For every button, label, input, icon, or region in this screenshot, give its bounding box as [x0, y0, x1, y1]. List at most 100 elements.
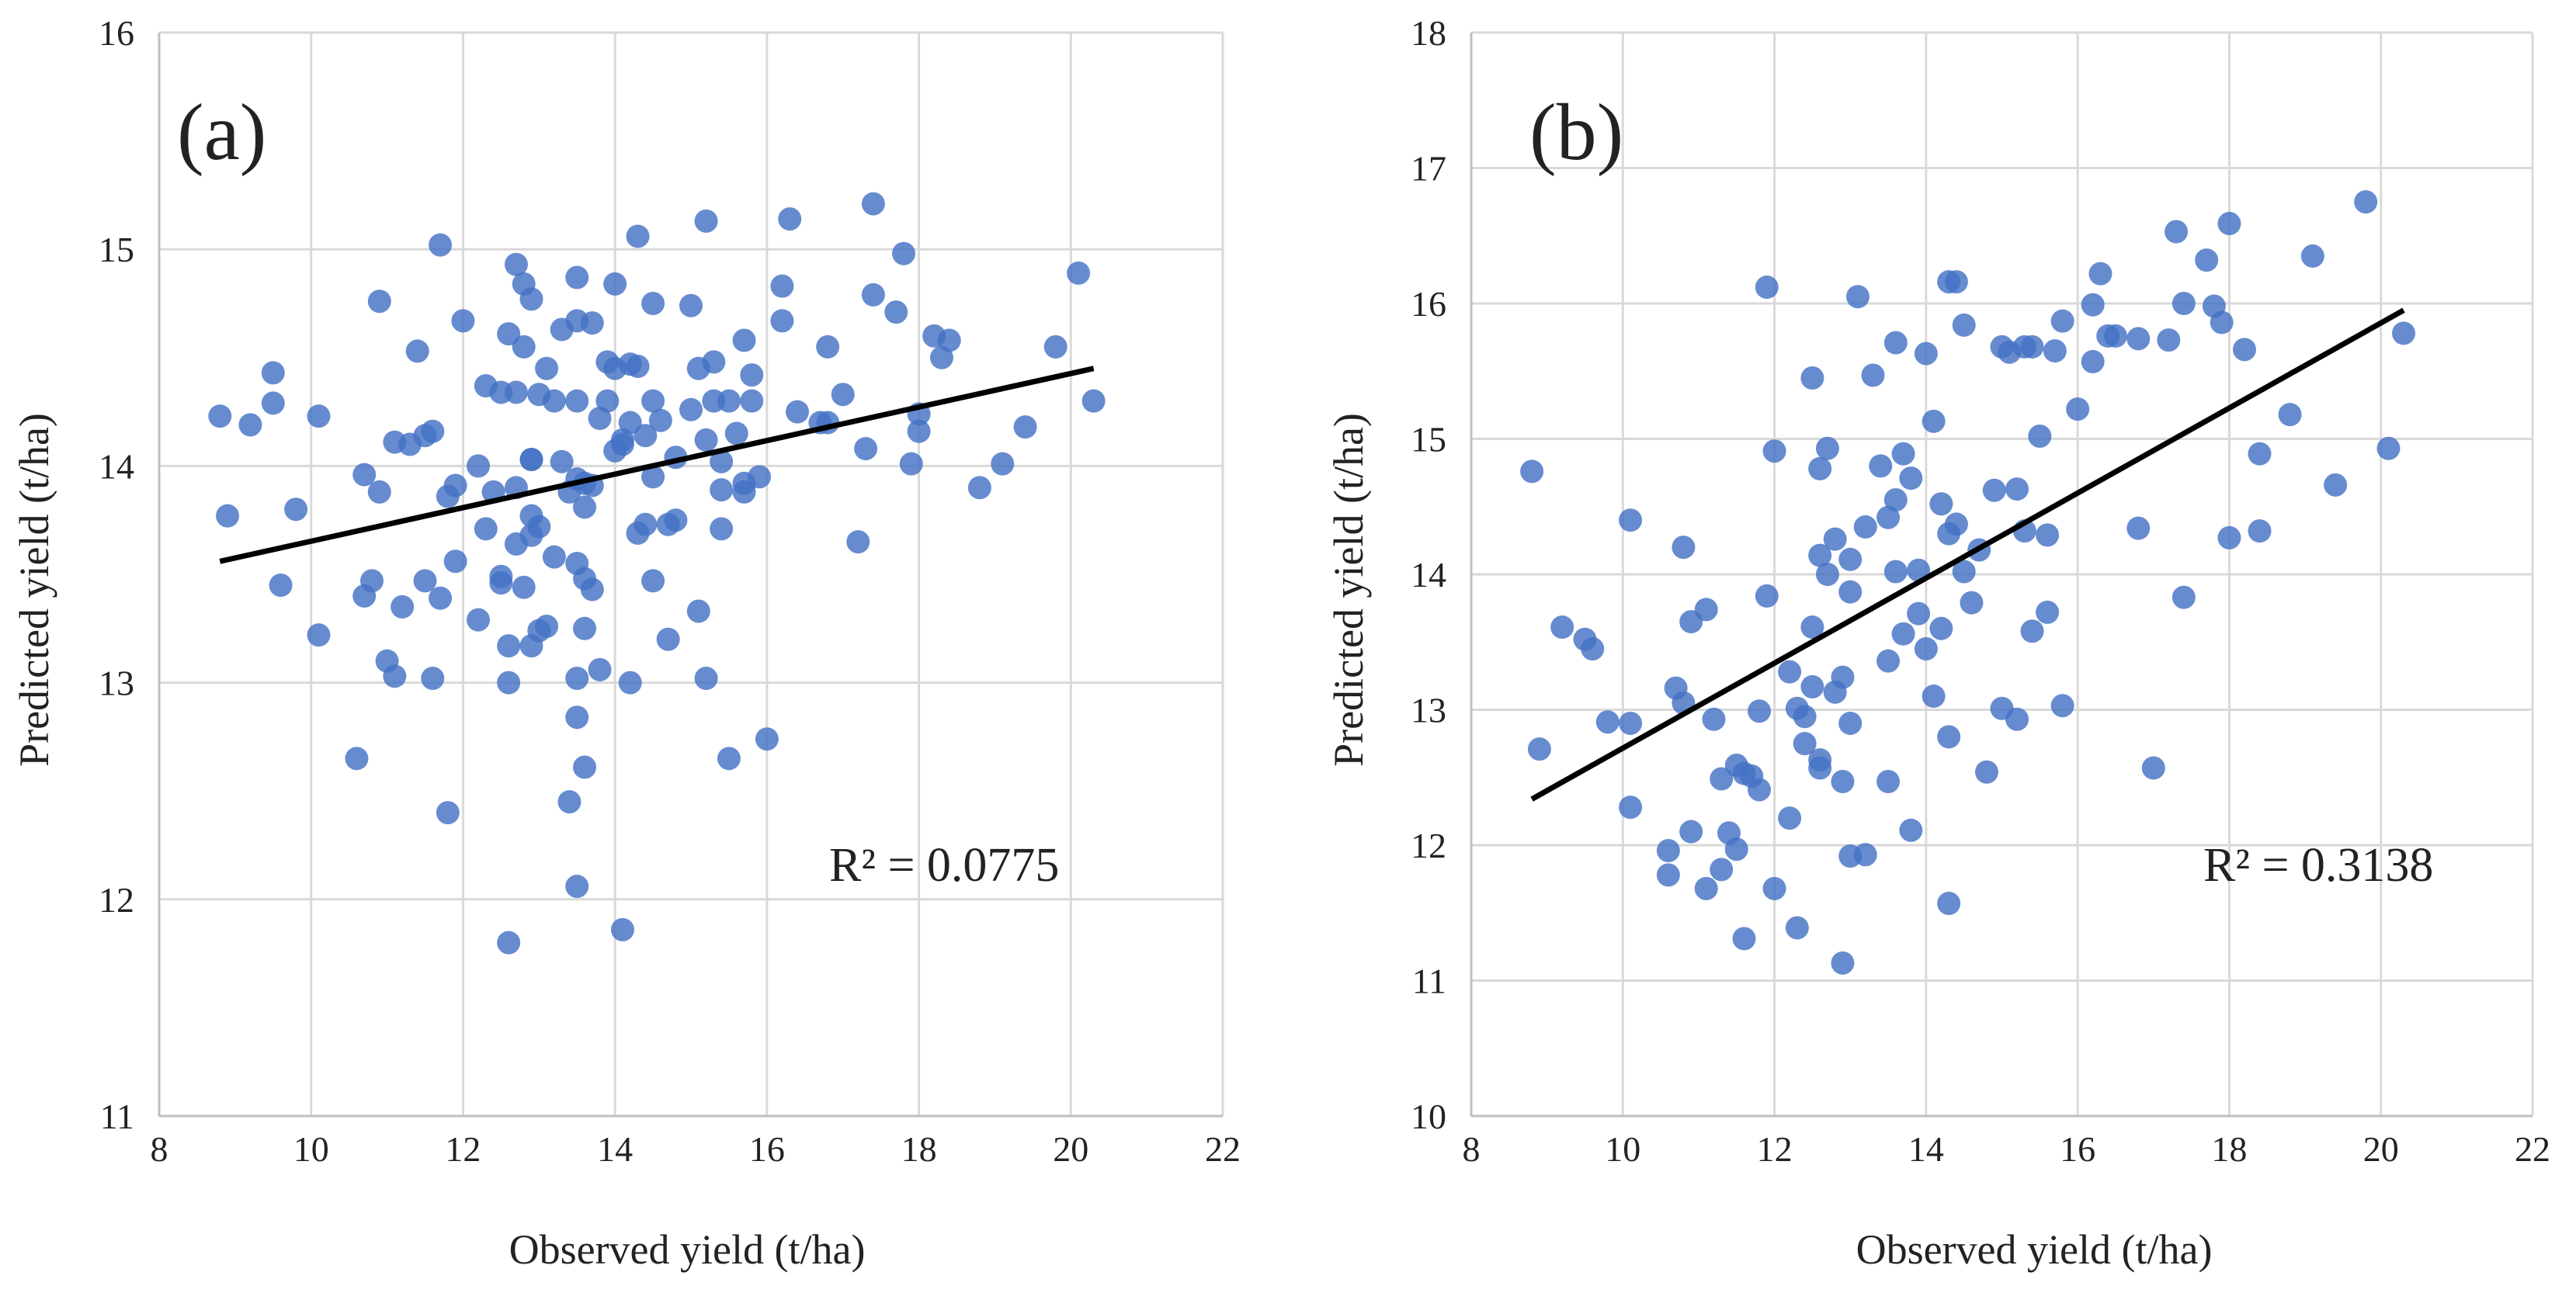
data-point-b-67: [1922, 685, 1946, 709]
x-tick-label-a-1: 10: [293, 1129, 329, 1169]
data-point-a-75: [573, 495, 596, 519]
data-point-b-8: [1619, 796, 1643, 820]
data-point-a-147: [991, 452, 1015, 476]
data-point-b-91: [2028, 425, 2052, 449]
y-tick-label-b-2: 12: [1411, 826, 1446, 865]
data-point-a-112: [702, 350, 726, 374]
y-tick-label-b-8: 18: [1411, 13, 1446, 53]
y-tick-label-b-7: 17: [1411, 149, 1446, 189]
data-point-a-145: [937, 328, 961, 352]
gridlines-a: [159, 31, 1224, 1116]
data-point-b-95: [2050, 309, 2074, 333]
y-tick-label-b-4: 14: [1411, 555, 1446, 595]
data-point-a-152: [474, 374, 498, 398]
y-tick-label-b-1: 11: [1412, 962, 1446, 1001]
data-point-b-123: [2392, 321, 2416, 345]
data-point-a-4: [269, 573, 293, 597]
data-point-b-39: [1815, 436, 1839, 460]
data-point-a-5: [261, 361, 285, 385]
data-point-a-2: [238, 413, 262, 437]
data-point-b-25: [1748, 778, 1772, 802]
data-point-b-6: [1619, 508, 1643, 532]
x-axis-label-a: Observed yield (t/ha): [509, 1226, 866, 1273]
x-tick-label-b-0: 8: [1463, 1129, 1481, 1169]
data-point-b-73: [1937, 725, 1961, 749]
data-point-b-7: [1619, 711, 1643, 735]
data-point-b-33: [1800, 366, 1824, 390]
data-point-a-12: [360, 569, 384, 593]
data-point-a-14: [367, 289, 391, 314]
data-point-b-24: [1748, 699, 1772, 723]
data-point-b-51: [1861, 363, 1885, 387]
y-axis-label-a: Predicted yield (t/ha): [11, 413, 57, 767]
data-point-b-120: [2324, 473, 2348, 497]
data-point-a-153: [519, 448, 543, 472]
data-point-a-137: [861, 192, 885, 216]
data-point-a-16: [383, 664, 407, 688]
data-point-b-15: [1694, 598, 1718, 622]
data-point-a-150: [1067, 261, 1091, 285]
data-point-b-127: [1937, 892, 1961, 916]
data-point-b-45: [1838, 580, 1863, 604]
data-point-a-37: [489, 571, 513, 595]
data-point-a-34: [474, 517, 498, 541]
data-point-a-144: [929, 345, 953, 369]
data-point-b-94: [2043, 339, 2067, 363]
data-point-a-148: [1013, 415, 1037, 439]
data-point-a-116: [717, 389, 741, 413]
data-point-a-68: [565, 265, 589, 289]
data-point-a-156: [497, 931, 521, 955]
data-point-a-126: [770, 309, 794, 333]
data-point-b-110: [2195, 248, 2219, 272]
y-tick-labels-b: 10 11 12 13 14 15 16 17 18: [1411, 13, 1446, 1136]
data-point-a-58: [535, 615, 559, 639]
data-points-b: [1520, 190, 2416, 975]
data-point-a-123: [740, 389, 764, 413]
data-point-b-108: [2172, 292, 2196, 315]
y-tick-label-a-2: 13: [99, 664, 134, 703]
data-point-a-59: [542, 389, 566, 413]
data-point-b-96: [2050, 694, 2074, 718]
data-point-a-82: [595, 389, 620, 413]
data-point-b-28: [1762, 439, 1786, 463]
gridlines-b: [1471, 31, 2534, 1116]
data-point-b-52: [1869, 454, 1893, 478]
data-point-b-102: [2103, 324, 2127, 348]
data-point-b-68: [1922, 409, 1946, 433]
data-point-b-44: [1831, 665, 1855, 689]
data-point-a-47: [512, 575, 536, 599]
data-point-a-109: [694, 428, 718, 452]
data-point-b-97: [2066, 397, 2090, 421]
data-point-b-131: [1762, 876, 1786, 900]
data-point-a-48: [512, 335, 536, 359]
data-point-b-121: [2354, 190, 2378, 214]
data-point-a-93: [626, 354, 650, 378]
data-point-b-117: [2248, 442, 2272, 466]
data-point-a-125: [755, 727, 779, 751]
data-point-a-104: [679, 293, 703, 317]
data-point-a-84: [603, 272, 627, 296]
data-point-b-59: [1891, 442, 1915, 466]
data-point-a-27: [436, 801, 460, 825]
data-point-a-132: [816, 335, 840, 359]
data-point-b-107: [2165, 220, 2189, 244]
data-point-b-0: [1520, 459, 1544, 484]
data-point-b-55: [1876, 769, 1901, 793]
data-point-b-77: [1952, 313, 1976, 337]
data-point-b-20: [1724, 837, 1748, 861]
data-point-b-58: [1883, 560, 1908, 584]
data-point-b-133: [1808, 748, 1832, 772]
x-tick-label-a-3: 14: [597, 1129, 633, 1169]
data-point-b-9: [1656, 863, 1680, 887]
data-point-b-93: [2036, 600, 2060, 624]
data-point-b-40: [1815, 563, 1839, 586]
data-point-b-69: [1929, 492, 1953, 516]
data-point-b-80: [1974, 760, 1998, 784]
data-point-b-42: [1823, 527, 1847, 551]
y-tick-label-b-6: 16: [1411, 284, 1446, 324]
data-point-a-102: [664, 508, 688, 532]
data-point-b-100: [2088, 262, 2113, 286]
x-tick-label-a-6: 20: [1053, 1129, 1088, 1169]
data-point-b-118: [2278, 403, 2302, 427]
data-point-a-154: [641, 389, 665, 413]
